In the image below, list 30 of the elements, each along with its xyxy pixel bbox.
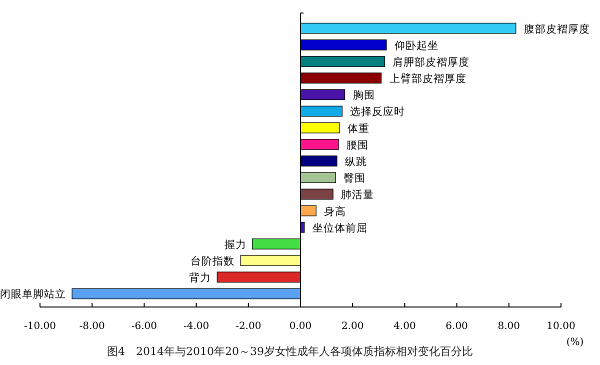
y-tick-label: 身高 — [324, 204, 346, 218]
y-tick-label: 闭眼单脚站立 — [0, 288, 66, 301]
y-tick-label: 体重 — [348, 122, 370, 135]
y-tick-label: 坐位体前屈 — [312, 221, 368, 234]
y-tick-label: 背力 — [189, 271, 212, 284]
y-tick-label: 臀围 — [344, 172, 366, 185]
y-tick-label: 选择反应时 — [350, 105, 406, 118]
x-axis-title: (%) — [566, 337, 584, 348]
y-tick-label: 仰卧起坐 — [394, 38, 438, 52]
text: 图4 2014年与2010年20～39岁女性成年人各项体质指标相对变化百分比 — [107, 345, 473, 358]
x-tick-label: 10.00 — [546, 321, 576, 332]
y-tick-label: 肩胛部皮褶厚度 — [392, 55, 470, 68]
y-tick-label: 腰围 — [346, 139, 369, 152]
y-tick-label: 台阶指数 — [190, 254, 235, 268]
y-tick-label: 胸围 — [352, 90, 375, 102]
y-tick-label: 肺活量 — [341, 189, 374, 202]
y-tick-label: 握力 — [224, 238, 246, 251]
y-tick-label: 纵跳 — [344, 156, 367, 168]
x-tick-label: -4.00 — [183, 321, 210, 332]
y-tick-label: 腹部皮褶厚度 — [524, 22, 590, 36]
y-tick-label: 上臂部皮褶厚度 — [389, 72, 466, 86]
x-tick-label: 0.00 — [289, 321, 312, 332]
x-tick-label: -10.00 — [24, 321, 56, 332]
x-tick-label: 4.00 — [394, 321, 416, 332]
x-tick-label: 2.00 — [341, 321, 364, 332]
x-tick-label: 8.00 — [498, 321, 520, 332]
x-tick-label: 6.00 — [446, 321, 468, 332]
x-tick-label: -2.00 — [236, 321, 262, 332]
x-tick-label: -8.00 — [79, 321, 105, 332]
x-tick-label: -6.00 — [131, 321, 158, 332]
